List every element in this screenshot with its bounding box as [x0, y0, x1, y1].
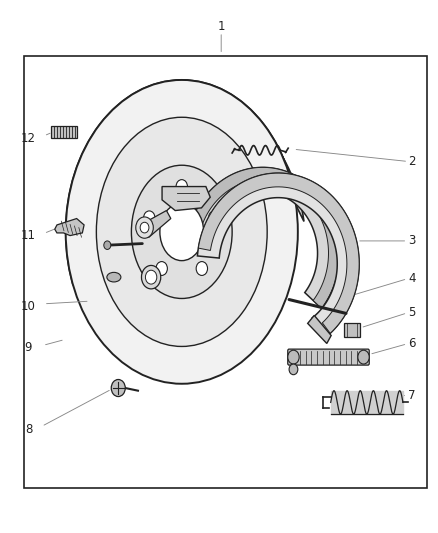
- Circle shape: [208, 211, 220, 225]
- Polygon shape: [198, 173, 359, 338]
- FancyBboxPatch shape: [51, 126, 77, 138]
- Polygon shape: [162, 187, 210, 211]
- Polygon shape: [189, 167, 339, 308]
- Text: 8: 8: [25, 423, 32, 435]
- Circle shape: [288, 350, 299, 364]
- Circle shape: [145, 270, 157, 284]
- Circle shape: [141, 265, 161, 289]
- Circle shape: [196, 262, 208, 276]
- Circle shape: [104, 241, 111, 249]
- Circle shape: [358, 350, 369, 364]
- Text: 4: 4: [408, 272, 416, 285]
- Polygon shape: [189, 167, 339, 308]
- Polygon shape: [307, 316, 331, 343]
- FancyBboxPatch shape: [344, 323, 360, 337]
- Text: 2: 2: [408, 155, 416, 168]
- Ellipse shape: [131, 165, 232, 298]
- Polygon shape: [140, 211, 171, 237]
- Text: 5: 5: [408, 306, 415, 319]
- Text: 10: 10: [21, 300, 36, 313]
- Circle shape: [176, 180, 187, 193]
- Text: 7: 7: [408, 389, 416, 402]
- Bar: [24, 56, 427, 488]
- Polygon shape: [96, 150, 250, 352]
- FancyBboxPatch shape: [288, 349, 369, 365]
- Text: 3: 3: [408, 235, 415, 247]
- Circle shape: [111, 379, 125, 397]
- Polygon shape: [55, 219, 84, 236]
- Circle shape: [136, 217, 153, 238]
- Text: 12: 12: [21, 132, 36, 145]
- Text: 1: 1: [217, 20, 225, 33]
- Polygon shape: [66, 80, 304, 300]
- Text: 6: 6: [408, 337, 416, 350]
- Polygon shape: [198, 173, 359, 333]
- Circle shape: [140, 222, 149, 233]
- Text: 11: 11: [21, 229, 36, 242]
- Circle shape: [289, 364, 298, 375]
- Ellipse shape: [96, 117, 267, 346]
- Circle shape: [144, 211, 155, 225]
- Text: 9: 9: [25, 341, 32, 354]
- Circle shape: [156, 262, 167, 276]
- Ellipse shape: [107, 272, 121, 282]
- Ellipse shape: [66, 80, 298, 384]
- Ellipse shape: [160, 203, 204, 261]
